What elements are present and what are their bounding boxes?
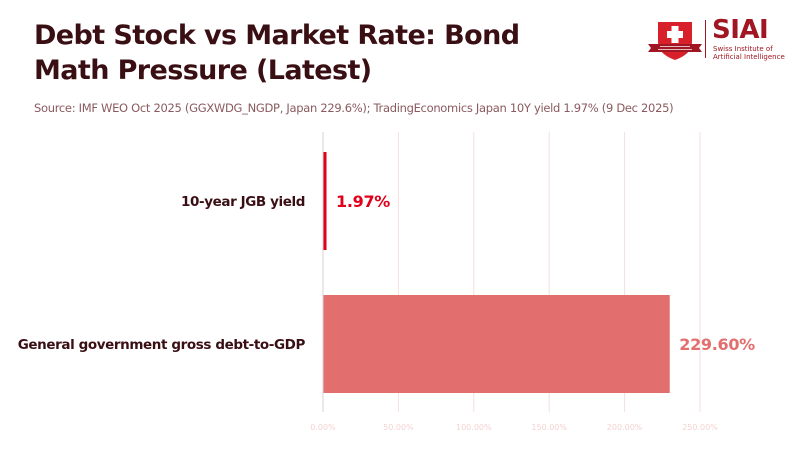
chart-title: Debt Stock vs Market Rate: Bond Math Pre…: [34, 20, 520, 86]
logo-wordmark: SIAI: [712, 15, 769, 45]
logo-subtitle: Swiss Institute of Artificial Intelligen…: [713, 45, 785, 61]
data-label: 1.97%: [336, 192, 390, 211]
x-tick-label: 250.00%: [682, 423, 718, 432]
bar: [323, 152, 327, 250]
x-tick-label: 150.00%: [531, 423, 567, 432]
logo-subtitle-line1: Swiss Institute of: [713, 45, 773, 53]
shield-icon: [648, 22, 702, 60]
x-tick-label: 200.00%: [607, 423, 643, 432]
x-tick-label: 50.00%: [383, 423, 414, 432]
siai-logo: SIAI Swiss Institute of Artificial Intel…: [646, 15, 785, 62]
bar: [323, 295, 670, 393]
data-label: 229.60%: [679, 335, 755, 354]
category-label: General government gross debt-to-GDP: [18, 337, 306, 353]
logo-divider: [705, 20, 706, 58]
category-label: 10-year JGB yield: [181, 194, 305, 210]
x-axis-ticks: 0.00% 50.00% 100.00% 150.00% 200.00% 250.00%: [310, 423, 718, 432]
logo-subtitle-line2: Artificial Intelligence: [713, 53, 785, 61]
category-labels: 10-year JGB yield 1.97% General government…: [18, 192, 756, 354]
chart-source-note: Source: IMF WEO Oct 2025 (GGXWDG_NGDP, J…: [34, 101, 674, 115]
bars: [323, 152, 670, 393]
x-tick-label: 0.00%: [310, 423, 336, 432]
x-tick-label: 100.00%: [456, 423, 492, 432]
